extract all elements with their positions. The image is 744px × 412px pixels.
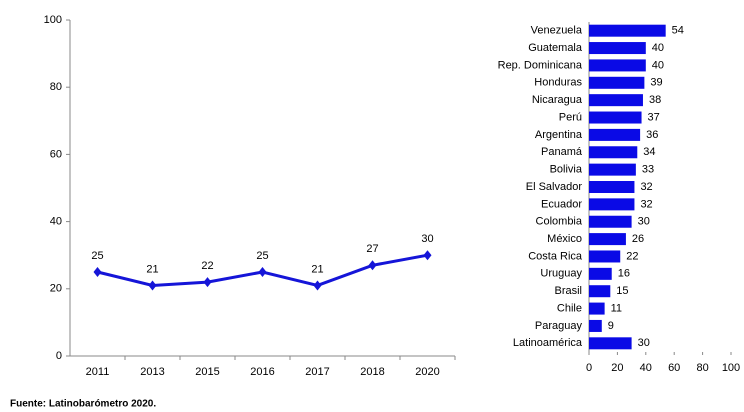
x-tick-label: 80 <box>696 362 708 374</box>
x-tick-label: 2017 <box>305 366 329 378</box>
data-label: 27 <box>366 243 378 255</box>
x-tick-label: 40 <box>640 362 652 374</box>
x-tick-label: 60 <box>668 362 680 374</box>
x-tick-label: 2018 <box>360 366 384 378</box>
x-tick-label: 2011 <box>86 366 110 378</box>
data-label: 9 <box>608 320 614 332</box>
data-label: 37 <box>648 111 660 123</box>
data-label: 34 <box>643 146 655 158</box>
data-label: 39 <box>650 77 662 89</box>
bar <box>589 146 638 159</box>
bar <box>589 59 646 72</box>
bar <box>589 163 636 176</box>
bar <box>589 94 643 107</box>
bar <box>589 267 612 280</box>
data-point <box>203 277 212 288</box>
data-label: 32 <box>640 181 652 193</box>
y-tick-label: Chile <box>557 302 582 314</box>
bar <box>589 302 605 315</box>
bar <box>589 111 642 124</box>
bar <box>589 198 635 211</box>
bar <box>589 319 602 332</box>
data-label: 36 <box>646 129 658 141</box>
data-label: 22 <box>201 260 213 272</box>
bar <box>589 76 645 89</box>
data-label: 26 <box>632 233 644 245</box>
bar <box>589 337 632 350</box>
x-tick-label: 2015 <box>195 366 219 378</box>
x-tick-label: 0 <box>586 362 592 374</box>
y-tick-label: Costa Rica <box>528 250 583 262</box>
y-tick-label: Brasil <box>554 285 582 297</box>
y-tick-label: 0 <box>56 350 62 362</box>
y-tick-label: Honduras <box>534 77 582 89</box>
y-tick-label: Rep. Dominicana <box>498 59 583 71</box>
x-tick-label: 2013 <box>140 366 164 378</box>
data-label: 40 <box>652 59 664 71</box>
bar <box>589 42 646 55</box>
y-tick-label: Paraguay <box>535 320 583 332</box>
y-tick-label: 60 <box>50 148 62 160</box>
bar <box>589 250 621 263</box>
data-label: 30 <box>421 233 433 245</box>
x-tick-label: 2020 <box>415 366 439 378</box>
data-label: 30 <box>638 216 650 228</box>
y-tick-label: 20 <box>50 283 62 295</box>
y-tick-label: 40 <box>50 216 62 228</box>
y-tick-label: El Salvador <box>526 181 583 193</box>
data-label: 21 <box>311 263 323 275</box>
y-tick-label: Latinoamérica <box>513 337 583 349</box>
source-note: Fuente: Latinobarómetro 2020. <box>10 399 156 410</box>
y-tick-label: Venezuela <box>531 25 583 37</box>
data-point <box>258 267 267 277</box>
y-tick-label: México <box>547 233 582 245</box>
data-label: 25 <box>91 250 103 262</box>
data-label: 21 <box>146 263 158 275</box>
data-label: 54 <box>672 25 684 37</box>
data-point <box>313 280 322 291</box>
y-tick-label: Ecuador <box>541 198 582 210</box>
y-tick-label: Guatemala <box>528 42 583 54</box>
y-tick-label: Uruguay <box>540 268 582 280</box>
data-label: 15 <box>616 285 628 297</box>
y-tick-label: 80 <box>50 81 62 93</box>
data-point <box>148 280 157 291</box>
data-label: 22 <box>626 250 638 262</box>
y-tick-label: Argentina <box>535 129 583 141</box>
data-label: 33 <box>642 164 654 176</box>
data-point <box>423 250 432 261</box>
y-tick-label: 100 <box>44 14 62 26</box>
bar <box>589 128 641 141</box>
y-tick-label: Perú <box>559 111 582 123</box>
x-tick-label: 2016 <box>250 366 274 378</box>
y-tick-label: Panamá <box>541 146 583 158</box>
data-point <box>368 260 377 271</box>
x-tick-label: 20 <box>611 362 623 374</box>
data-label: 30 <box>638 337 650 349</box>
data-label: 25 <box>256 250 268 262</box>
bar <box>589 285 611 298</box>
data-label: 32 <box>640 198 652 210</box>
bar <box>589 215 632 228</box>
y-tick-label: Colombia <box>536 216 583 228</box>
bar <box>589 233 626 246</box>
data-label: 38 <box>649 94 661 106</box>
data-label: 40 <box>652 42 664 54</box>
data-label: 16 <box>618 268 630 280</box>
bar <box>589 24 666 37</box>
y-tick-label: Bolivia <box>550 164 583 176</box>
data-label: 11 <box>611 302 622 314</box>
y-tick-label: Nicaragua <box>532 94 583 106</box>
x-tick-label: 100 <box>722 362 740 374</box>
bar <box>589 181 635 193</box>
data-point <box>93 267 102 277</box>
